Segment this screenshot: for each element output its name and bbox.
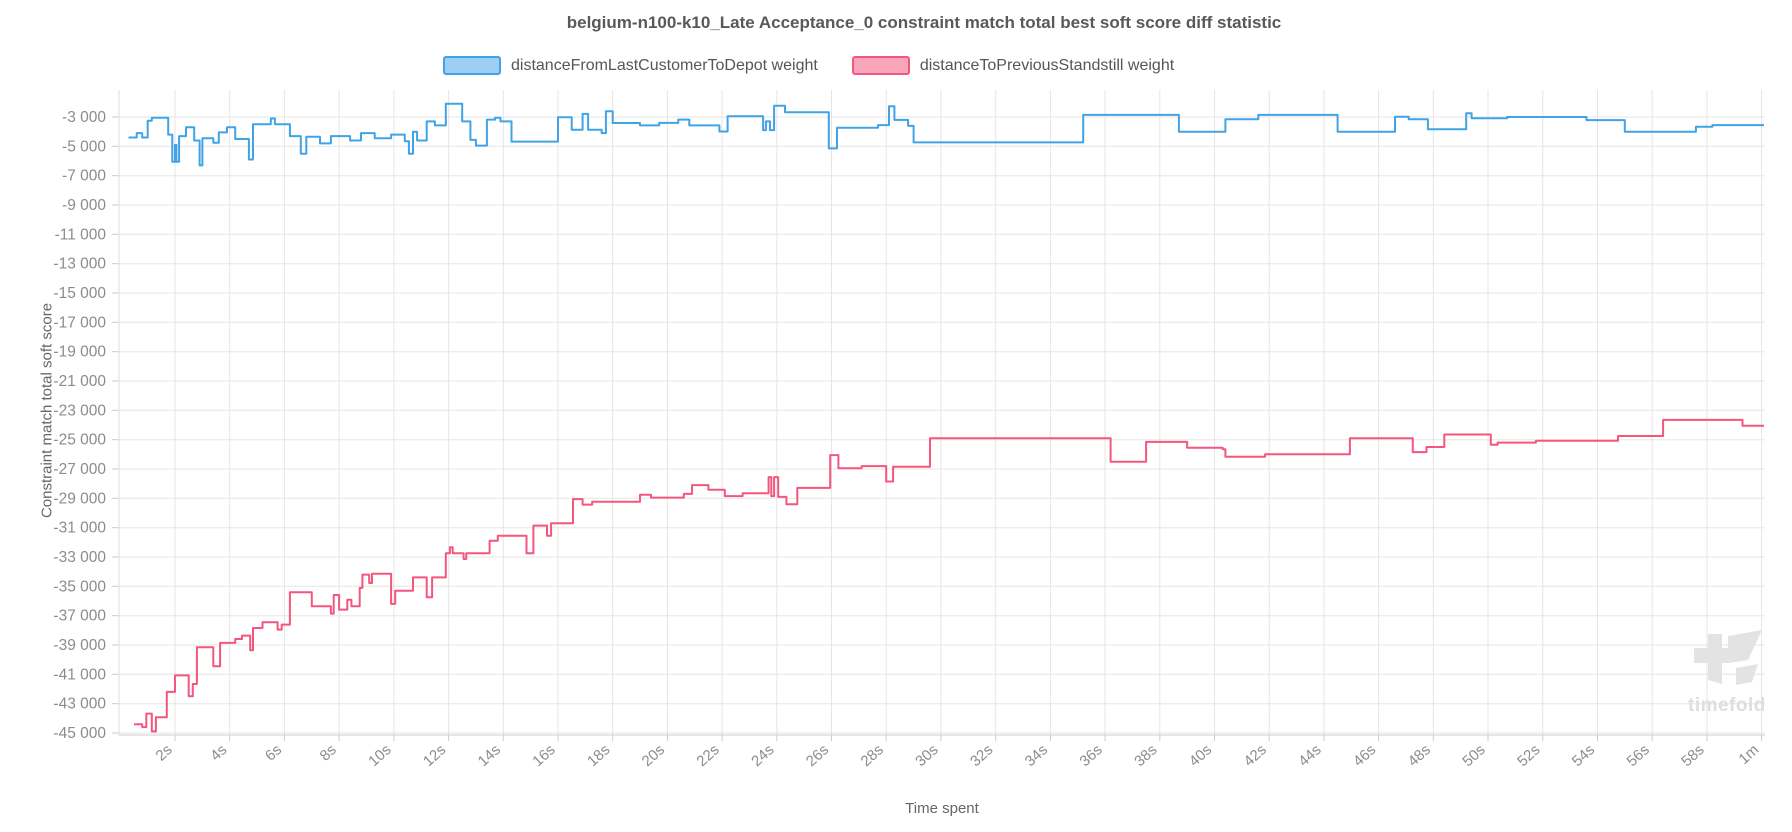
x-tick-label: 18s xyxy=(584,741,613,770)
y-tick-label: -29 000 xyxy=(53,490,106,507)
x-tick-label: 10s xyxy=(365,741,394,770)
y-tick-label: -33 000 xyxy=(53,549,106,566)
x-tick-label: 4s xyxy=(207,741,230,764)
legend-item-label: distanceToPreviousStandstill weight xyxy=(919,56,1175,74)
y-tick-label: -5 000 xyxy=(62,138,106,155)
x-tick-label: 58s xyxy=(1678,741,1707,770)
y-tick-label: -23 000 xyxy=(53,402,106,419)
x-tick-label: 12s xyxy=(420,741,449,770)
legend-swatch-pink xyxy=(851,56,910,75)
legend-item-label: distanceFromLastCustomerToDepot weight xyxy=(511,56,818,74)
x-tick-label: 16s xyxy=(529,741,558,770)
x-tick-label: 28s xyxy=(858,741,887,770)
y-tick-label: -11 000 xyxy=(55,226,107,243)
y-tick-label: -3 000 xyxy=(62,109,106,126)
x-tick-label: 44s xyxy=(1295,741,1324,770)
series-line-0 xyxy=(128,102,1764,167)
x-tick-label: 46s xyxy=(1350,741,1379,770)
series-line-1 xyxy=(134,418,1764,733)
watermark-text: timefold xyxy=(1688,695,1766,716)
y-tick-label: -35 000 xyxy=(53,578,106,595)
x-tick-label: 42s xyxy=(1241,741,1270,770)
x-axis-title: Time spent xyxy=(905,800,979,817)
x-tick-label: 2s xyxy=(153,741,176,764)
x-tick-label: 22s xyxy=(693,741,722,770)
x-tick-label: 36s xyxy=(1076,741,1105,770)
x-tick-label: 52s xyxy=(1514,741,1543,770)
x-tick-label: 6s xyxy=(262,741,285,764)
y-tick-label: -43 000 xyxy=(53,696,106,713)
legend-item-distance-from-last-customer[interactable]: distanceFromLastCustomerToDepot weight xyxy=(443,56,818,75)
x-tick-label: 1m xyxy=(1735,741,1762,768)
legend-item-distance-to-previous-standstill[interactable]: distanceToPreviousStandstill weight xyxy=(851,56,1175,75)
chart-title: belgium-n100-k10_Late Acceptance_0 const… xyxy=(566,13,1282,32)
y-tick-label: -41 000 xyxy=(53,666,106,683)
x-tick-label: 30s xyxy=(912,741,941,770)
x-tick-label: 24s xyxy=(748,741,777,770)
y-tick-label: -15 000 xyxy=(53,285,106,302)
watermark: timefold xyxy=(1688,628,1772,717)
y-tick-label: -7 000 xyxy=(62,168,106,185)
y-axis-title: Constraint match total soft score xyxy=(38,302,56,519)
x-tick-label: 50s xyxy=(1459,741,1488,770)
y-tick-label: -9 000 xyxy=(62,197,106,214)
x-tick-label: 34s xyxy=(1022,741,1051,770)
x-tick-label: 38s xyxy=(1131,741,1160,770)
legend: distanceFromLastCustomerToDepot weight d… xyxy=(443,56,1174,75)
x-tick-label: 40s xyxy=(1186,741,1215,770)
timefold-logo-icon xyxy=(1694,630,1762,685)
x-tick-label: 32s xyxy=(967,741,996,770)
y-tick-label: -27 000 xyxy=(53,461,106,478)
x-tick-label: 20s xyxy=(639,741,668,770)
y-tick-label: -25 000 xyxy=(53,432,106,449)
x-tick-label: 56s xyxy=(1624,741,1653,770)
y-tick-label: -39 000 xyxy=(53,637,106,654)
y-tick-label: -37 000 xyxy=(53,608,106,625)
x-tick-label: 54s xyxy=(1569,741,1598,770)
legend-swatch-blue xyxy=(443,56,501,75)
x-tick-label: 26s xyxy=(803,741,832,770)
y-tick-label: -45 000 xyxy=(53,725,106,742)
y-tick-label: -17 000 xyxy=(53,314,106,331)
x-tick-label: 14s xyxy=(475,741,504,770)
y-tick-label: -19 000 xyxy=(53,344,106,361)
y-tick-label: -31 000 xyxy=(53,520,106,537)
x-tick-label: 48s xyxy=(1405,741,1434,770)
x-tick-label: 8s xyxy=(317,741,340,764)
y-tick-label: -13 000 xyxy=(53,256,106,273)
y-tick-label: -21 000 xyxy=(53,373,106,390)
